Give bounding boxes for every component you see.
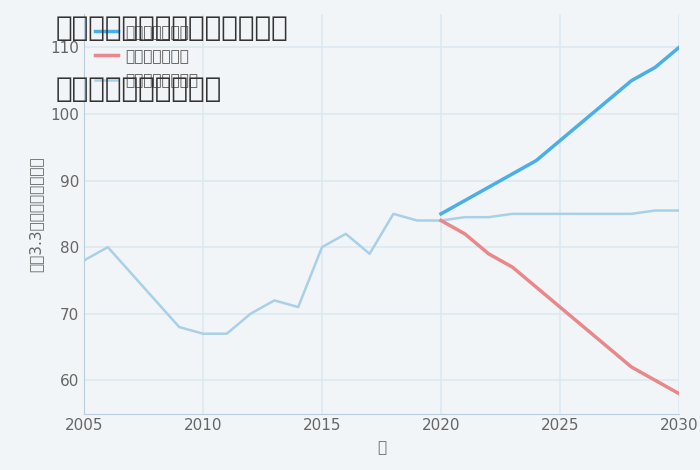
バッドシナリオ <box>675 391 683 397</box>
バッドシナリオ <box>556 304 564 310</box>
グッドシナリオ <box>580 118 588 124</box>
グッドシナリオ <box>603 98 612 103</box>
ノーマルシナリオ <box>508 211 517 217</box>
ノーマルシナリオ <box>532 211 540 217</box>
グッドシナリオ <box>651 64 659 70</box>
グッドシナリオ <box>627 78 636 84</box>
グッドシナリオ <box>484 184 493 190</box>
Text: 中古戸建ての価格推移: 中古戸建ての価格推移 <box>56 75 223 103</box>
バッドシナリオ <box>580 324 588 330</box>
ノーマルシナリオ <box>580 211 588 217</box>
ノーマルシナリオ <box>437 218 445 223</box>
バッドシナリオ <box>627 364 636 370</box>
ノーマルシナリオ <box>484 214 493 220</box>
Line: グッドシナリオ: グッドシナリオ <box>441 47 679 214</box>
ノーマルシナリオ <box>603 211 612 217</box>
グッドシナリオ <box>556 138 564 143</box>
ノーマルシナリオ <box>461 214 469 220</box>
グッドシナリオ <box>437 211 445 217</box>
バッドシナリオ <box>461 231 469 236</box>
X-axis label: 年: 年 <box>377 440 386 455</box>
グッドシナリオ <box>461 198 469 204</box>
ノーマルシナリオ <box>556 211 564 217</box>
グッドシナリオ <box>675 45 683 50</box>
Text: 福岡県北九州市小倉北区城内の: 福岡県北九州市小倉北区城内の <box>56 14 288 42</box>
グッドシナリオ <box>508 171 517 177</box>
バッドシナリオ <box>437 218 445 223</box>
バッドシナリオ <box>508 264 517 270</box>
バッドシナリオ <box>603 344 612 350</box>
ノーマルシナリオ <box>627 211 636 217</box>
バッドシナリオ <box>484 251 493 257</box>
グッドシナリオ <box>532 158 540 164</box>
ノーマルシナリオ <box>651 208 659 213</box>
バッドシナリオ <box>651 377 659 383</box>
Line: バッドシナリオ: バッドシナリオ <box>441 220 679 394</box>
Legend: グッドシナリオ, バッドシナリオ, ノーマルシナリオ: グッドシナリオ, バッドシナリオ, ノーマルシナリオ <box>92 22 202 91</box>
ノーマルシナリオ <box>675 208 683 213</box>
バッドシナリオ <box>532 284 540 290</box>
Line: ノーマルシナリオ: ノーマルシナリオ <box>441 211 679 220</box>
Y-axis label: 坪（3.3㎡）単価（万円）: 坪（3.3㎡）単価（万円） <box>28 156 43 272</box>
